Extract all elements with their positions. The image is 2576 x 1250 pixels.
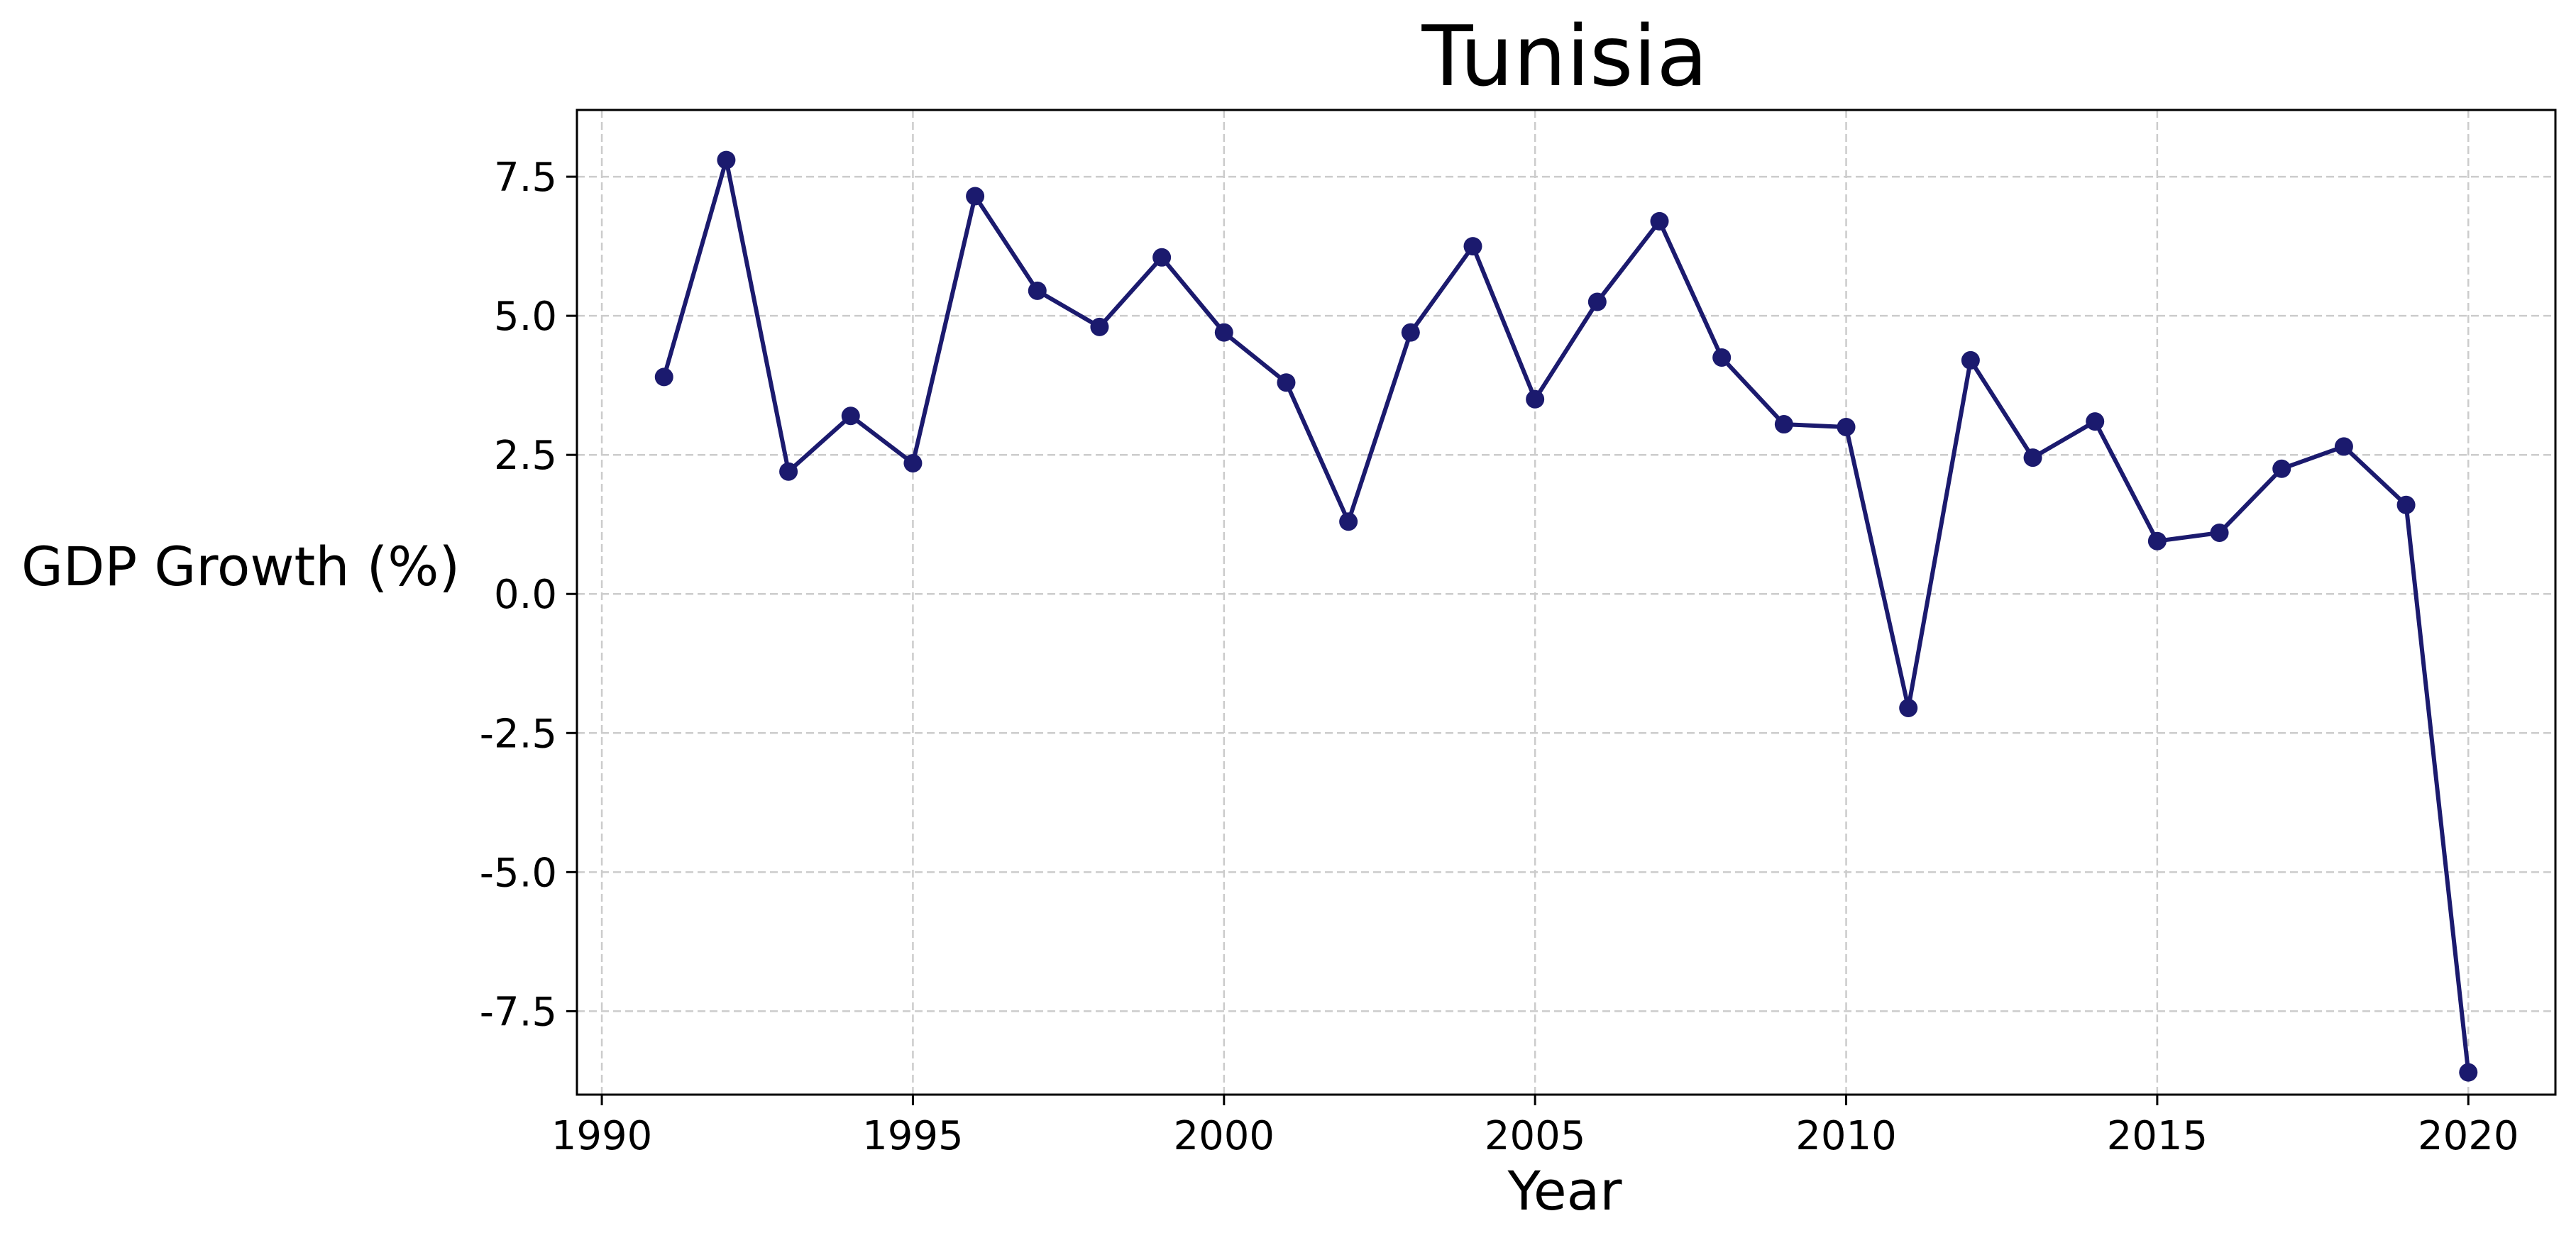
y-axis-label: GDP Growth (%) <box>21 535 460 598</box>
data-point <box>2459 1063 2478 1082</box>
data-point <box>2086 412 2105 431</box>
y-tick-label: -2.5 <box>480 711 557 757</box>
plot-area-frame <box>576 109 2557 1096</box>
x-tick-label: 2000 <box>1174 1113 1275 1159</box>
chart-title: Tunisia <box>1421 7 1707 105</box>
data-point <box>1214 323 1233 342</box>
grid <box>577 110 2555 1095</box>
x-tick-label: 2020 <box>2418 1113 2519 1159</box>
y-tick-label: 0.0 <box>494 572 557 618</box>
x-tick-label: 2010 <box>1795 1113 1897 1159</box>
series-line <box>661 157 2471 1073</box>
data-point <box>1339 512 1358 531</box>
y-tick-label: -5.0 <box>480 850 557 896</box>
data-point <box>1152 248 1172 267</box>
data-point <box>779 462 798 481</box>
data-point <box>1587 292 1607 311</box>
data-point <box>2272 459 2291 478</box>
series-points <box>654 150 2478 1082</box>
data-point <box>1712 348 1732 367</box>
data-point <box>1463 237 1482 256</box>
x-tick-label: 2015 <box>2107 1113 2208 1159</box>
data-point <box>2396 495 2416 514</box>
data-point <box>1090 317 1109 336</box>
data-point <box>1961 350 1980 370</box>
data-point <box>1277 373 1296 392</box>
data-point <box>2210 523 2229 542</box>
data-point <box>2023 448 2042 468</box>
x-tick-label: 1990 <box>551 1113 653 1159</box>
data-point <box>1028 281 1047 300</box>
data-point <box>966 187 985 206</box>
data-point <box>2334 437 2353 456</box>
x-ticks: 1990 1995 2000 2005 2010 2015 2020 <box>551 1095 2519 1159</box>
data-point <box>903 453 923 472</box>
data-point <box>1526 389 1545 409</box>
data-point <box>1837 417 1856 436</box>
data-point <box>1401 323 1420 342</box>
data-point <box>1650 211 1669 231</box>
y-tick-label: -7.5 <box>480 989 557 1035</box>
data-point <box>2147 531 2167 551</box>
x-axis-label: Year <box>1507 1159 1623 1222</box>
y-ticks: 7.5 5.0 2.5 0.0 -2.5 -5.0 -7.5 <box>480 155 577 1035</box>
x-tick-label: 2005 <box>1485 1113 1586 1159</box>
y-tick-label: 7.5 <box>494 155 557 201</box>
data-point <box>1774 415 1793 434</box>
x-tick-label: 1995 <box>862 1113 964 1159</box>
data-point <box>841 406 860 426</box>
y-tick-label: 2.5 <box>494 433 557 479</box>
data-point <box>654 367 673 387</box>
data-point <box>1899 698 1918 717</box>
data-point <box>717 150 736 170</box>
y-tick-label: 5.0 <box>494 294 557 340</box>
